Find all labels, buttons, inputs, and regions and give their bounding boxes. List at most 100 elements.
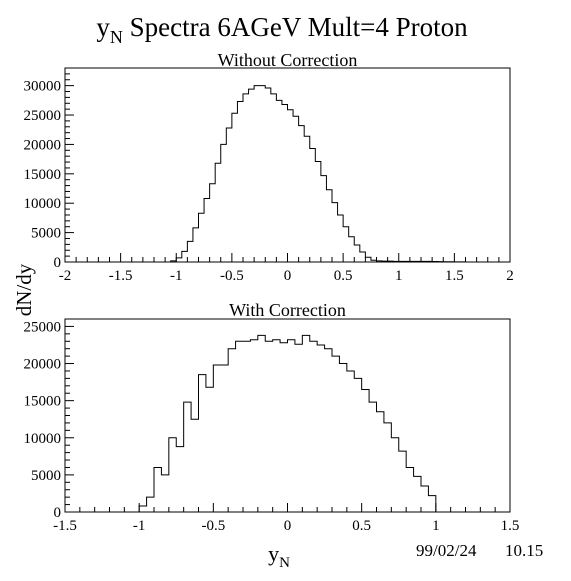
histogram-bin: [343, 227, 349, 262]
histogram-bin: [365, 257, 371, 262]
histogram-bin: [339, 364, 346, 512]
histogram-bin: [182, 251, 188, 262]
histogram-outline: [170, 85, 499, 263]
y-tick-label: 20000: [24, 137, 62, 153]
y-tick-label: 15000: [24, 394, 62, 410]
footer-date: 99/02/24: [416, 541, 477, 560]
histogram-bin: [237, 102, 243, 262]
histogram-bin: [250, 340, 257, 512]
histogram-bin: [258, 335, 265, 512]
x-tick-label: -1: [133, 518, 146, 534]
histogram-bin: [288, 110, 294, 262]
histogram-bin: [232, 113, 238, 262]
x-tick-label: -1.5: [109, 268, 133, 284]
histogram-bin: [338, 215, 344, 262]
y-tick-label: 5000: [31, 226, 61, 242]
histogram-bin: [325, 349, 332, 512]
histogram-bin: [399, 451, 406, 512]
histogram-bin: [288, 340, 295, 512]
histogram-bin: [384, 423, 391, 512]
x-tick-label: -1.5: [53, 518, 77, 534]
histogram-bin: [191, 419, 198, 512]
x-tick-label: 1.5: [445, 268, 464, 284]
figure-title: yN Spectra 6AGeV Mult=4 Proton: [96, 12, 468, 47]
histogram-bin: [377, 412, 384, 512]
histogram-bin: [302, 335, 309, 512]
x-tick-label: 1: [432, 518, 440, 534]
histogram-bin: [295, 344, 302, 512]
histogram-bin: [199, 375, 206, 512]
histogram-bin: [317, 345, 324, 512]
histogram-bin: [161, 475, 168, 512]
histogram-bin: [176, 258, 182, 262]
footer-time: 10.15: [505, 541, 543, 560]
histogram-bin: [362, 390, 369, 512]
y-axis-label: dN/dy: [12, 263, 36, 316]
histogram-bin: [265, 88, 271, 262]
y-tick-label: 20000: [24, 357, 62, 373]
histogram-bin: [147, 497, 154, 512]
histogram-bin: [226, 128, 232, 262]
y-tick-label: 15000: [24, 167, 62, 183]
histogram-bin: [254, 86, 260, 262]
histogram-bin: [260, 86, 266, 262]
histogram-bin: [276, 100, 282, 262]
histogram-bin: [391, 438, 398, 512]
x-tick-label: 0: [284, 268, 292, 284]
histogram-bin: [349, 237, 355, 262]
histogram-bin: [414, 476, 421, 512]
histogram-bin: [421, 486, 428, 512]
histogram-outline: [138, 334, 437, 512]
histogram-bin: [184, 402, 191, 512]
histogram-bin: [315, 161, 321, 262]
histogram-bin: [406, 467, 413, 512]
y-tick-label: 10000: [24, 431, 62, 447]
histogram-bin: [169, 438, 176, 512]
histogram-bin: [360, 252, 366, 262]
histogram-bin: [299, 126, 305, 262]
histogram-bin: [273, 340, 280, 512]
plot-frame: [64, 318, 511, 513]
y-tick-label: 10000: [24, 196, 62, 212]
histogram-bin: [139, 506, 146, 512]
histogram-bin: [176, 447, 183, 512]
histogram-bin: [354, 378, 361, 512]
histogram-bin: [187, 241, 193, 262]
x-tick-label: 0: [284, 518, 292, 534]
histogram-bin: [154, 467, 161, 512]
x-tick-label: -0.5: [201, 518, 225, 534]
x-tick-label: 1: [395, 268, 403, 284]
histogram-bin: [347, 371, 354, 512]
histogram-bin: [280, 343, 287, 512]
histogram-bin: [204, 199, 210, 262]
histogram-bin: [321, 176, 327, 262]
x-axis-label: yN: [268, 541, 290, 571]
figure-title-main: y: [96, 12, 110, 42]
histogram-bin: [249, 89, 255, 262]
y-tick-label: 30000: [24, 79, 62, 95]
y-tick-label: 0: [54, 255, 62, 271]
histogram-bin: [228, 349, 235, 512]
histogram-bin: [265, 341, 272, 512]
figure-title-subscript: N: [110, 27, 123, 47]
y-tick-label: 5000: [31, 468, 61, 484]
histogram-bin: [221, 365, 228, 512]
x-axis-label-main: y: [268, 541, 279, 566]
panel-with-correction: With Correction -1.5 -1 -0.5 0 0.5 1 1.5 0 5000 10…: [24, 300, 520, 534]
histogram-bin: [310, 149, 316, 262]
histogram-bin: [271, 94, 277, 262]
y-tick-label: 0: [54, 505, 62, 521]
x-tick-label: 0.5: [334, 268, 353, 284]
histogram-bin: [310, 341, 317, 512]
x-tick-label: 1.5: [501, 518, 520, 534]
histogram-bin: [354, 245, 360, 262]
histogram-bin: [193, 228, 199, 262]
histogram-bin: [199, 213, 205, 262]
histogram-bin: [332, 203, 338, 262]
y-tick-label: 25000: [24, 108, 62, 124]
histogram-bin: [213, 365, 220, 512]
histogram-bin: [206, 387, 213, 512]
histogram-bin: [215, 163, 221, 262]
histogram-bin: [428, 496, 435, 512]
